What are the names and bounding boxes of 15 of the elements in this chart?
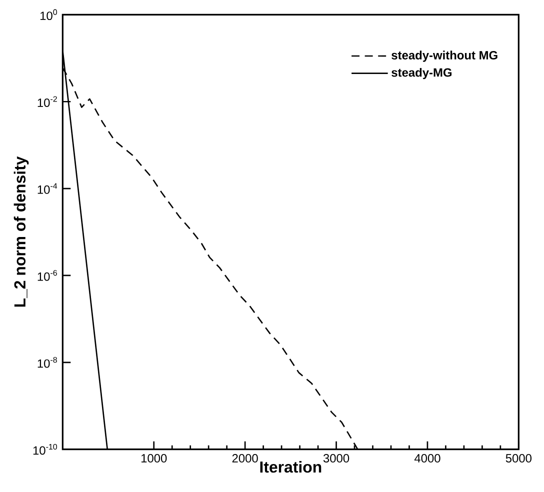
x-axis-title: Iteration xyxy=(260,461,322,473)
legend-label: steady-MG xyxy=(392,68,452,80)
y-tick-label: 10$^{-6}$ xyxy=(38,270,57,281)
legend-label: steady-without MG xyxy=(392,50,498,62)
x-tick-label: 1000 xyxy=(141,454,167,463)
x-tick-label: 4000 xyxy=(414,454,440,463)
y-axis-title: L_2 norm of density xyxy=(14,156,29,307)
y-tick-label: 10$^{-2}$ xyxy=(38,96,57,107)
x-tick-label: 5000 xyxy=(506,454,532,463)
y-tick-label: 10$^{-4}$ xyxy=(38,183,58,194)
y-tick-label: 10$^{0}$ xyxy=(40,9,57,20)
y-tick-label: 10$^{-10}$ xyxy=(33,444,57,455)
y-tick-label: 10$^{-8}$ xyxy=(38,357,57,368)
x-tick-label: 2000 xyxy=(232,454,258,463)
x-tick-label: 3000 xyxy=(323,454,350,463)
